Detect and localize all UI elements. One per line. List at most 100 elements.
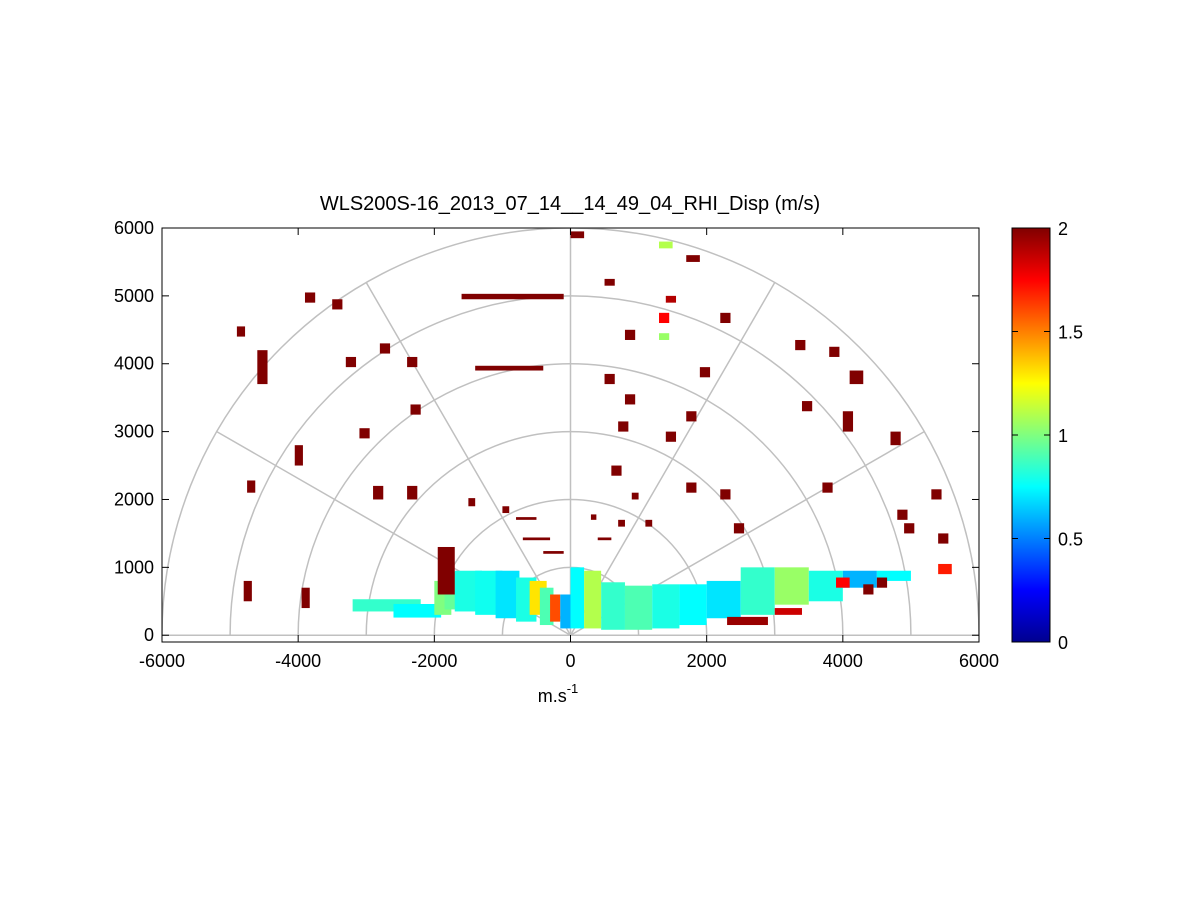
data-cell (652, 584, 680, 629)
data-cell (475, 365, 544, 371)
data-cell (897, 509, 908, 520)
data-cell (665, 431, 677, 442)
data-cell (301, 587, 310, 609)
x-axis: -6000 -4000 -2000 0 2000 4000 6000 (139, 228, 999, 671)
data-cell (822, 482, 833, 493)
y-tick-label: 4000 (114, 354, 154, 374)
x-tick-label: 2000 (687, 651, 727, 671)
data-cell (590, 514, 597, 520)
y-axis: 0 1000 2000 3000 4000 5000 6000 (114, 218, 979, 645)
x-axis-label-superscript: -1 (567, 681, 579, 696)
chart-title: WLS200S-16_2013_07_14__14_49_04_RHI_Disp… (320, 193, 820, 215)
data-cell (332, 299, 343, 310)
data-cell (304, 292, 316, 303)
y-tick-label: 0 (144, 625, 154, 645)
colorbar-tick-label: 1.5 (1058, 323, 1083, 343)
data-cell (624, 394, 636, 405)
data-cell (611, 465, 622, 476)
data-cell (257, 350, 268, 385)
data-cell (733, 523, 745, 534)
data-cell (795, 339, 806, 351)
y-tick-label: 6000 (114, 218, 154, 238)
data-cell (601, 582, 625, 630)
data-cell (938, 533, 949, 544)
data-cell (876, 570, 911, 581)
data-cell (522, 537, 551, 541)
data-cell (604, 373, 615, 385)
data-cell (294, 445, 303, 466)
y-tick-label: 3000 (114, 422, 154, 442)
data-cell (863, 584, 874, 595)
x-tick-label: -4000 (275, 651, 321, 671)
data-cell (842, 411, 854, 432)
data-cell (631, 492, 639, 500)
colorbar-tick-label: 1 (1058, 426, 1068, 446)
data-cell (645, 519, 653, 527)
angle-spoke (569, 282, 776, 636)
data-cell (437, 546, 455, 595)
x-tick-label: 0 (565, 651, 575, 671)
data-cell (570, 231, 585, 239)
colorbar-ticks: 0 0.5 1 1.5 2 (1012, 219, 1083, 653)
data-cell (931, 489, 942, 500)
data-cell (624, 585, 653, 630)
x-tick-label: -6000 (139, 651, 185, 671)
data-cell (938, 563, 952, 575)
data-cell (410, 404, 421, 415)
data-cell (236, 326, 246, 337)
data-cell (247, 480, 256, 493)
data-cell (461, 293, 564, 300)
data-cell (604, 278, 615, 286)
data-cell (550, 594, 561, 622)
data-cell (890, 431, 901, 446)
data-cell (345, 356, 357, 368)
y-tick-label: 2000 (114, 489, 154, 509)
data-cell (570, 567, 585, 629)
data-cell (849, 370, 864, 385)
colorbar-tick-label: 0.5 (1058, 530, 1083, 550)
data-cell (359, 428, 370, 439)
data-cell (706, 580, 741, 619)
data-cell (659, 241, 673, 249)
data-cell (699, 367, 711, 378)
data-cell (373, 485, 384, 500)
data-cell (243, 580, 252, 602)
y-tick-label: 5000 (114, 286, 154, 306)
x-tick-label: 4000 (823, 651, 863, 671)
data-cell (801, 401, 813, 412)
data-cell (502, 506, 510, 514)
data-cell (659, 333, 670, 340)
colorbar (1011, 227, 1051, 643)
angle-spoke (365, 282, 572, 636)
x-axis-label: m.s-1 (538, 681, 579, 706)
x-tick-label: 6000 (959, 651, 999, 671)
data-cell (904, 523, 915, 534)
data-cell (407, 356, 418, 368)
x-tick-label: -2000 (411, 651, 457, 671)
data-cell (407, 485, 418, 500)
data-cell (618, 421, 629, 432)
data-cell (829, 346, 840, 357)
colorbar-tick-label: 0 (1058, 633, 1068, 653)
data-cell (393, 603, 442, 618)
data-cell (686, 255, 700, 262)
data-cell (686, 482, 697, 493)
data-cell (774, 567, 809, 605)
data-cell (686, 411, 697, 422)
data-cell (618, 519, 625, 527)
data-cell (665, 295, 677, 303)
x-axis-label-text: m.s (538, 686, 567, 706)
data-cell (740, 567, 775, 615)
data-cell (727, 616, 768, 626)
data-cell (876, 577, 888, 588)
data-cell (560, 594, 571, 629)
data-cell (584, 570, 602, 629)
data-cell (543, 551, 564, 554)
data-cell (468, 498, 476, 507)
data-cell (774, 608, 802, 615)
data-cell (679, 584, 707, 626)
data-cell (720, 312, 731, 324)
data-cell (597, 537, 612, 541)
data-cell (495, 570, 520, 619)
